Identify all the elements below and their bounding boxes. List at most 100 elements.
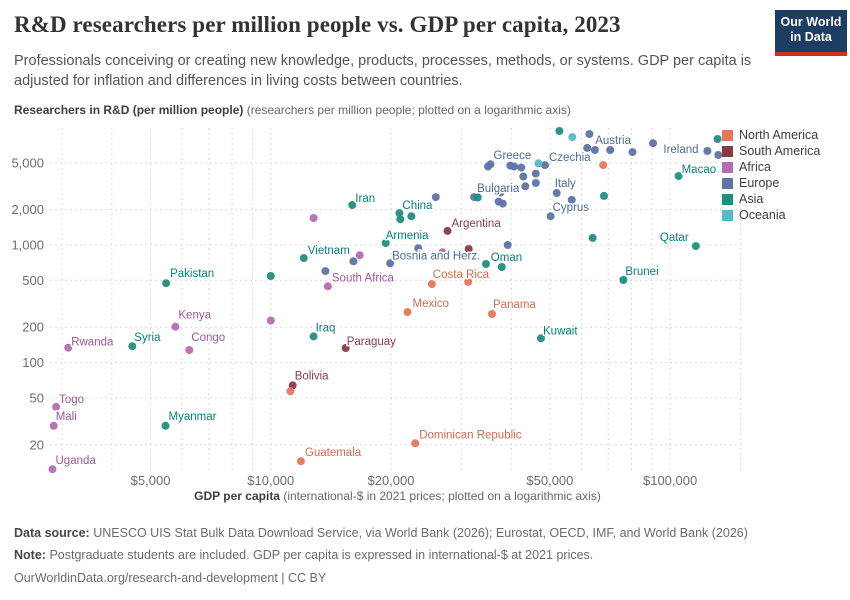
data-point-kuwait[interactable] (537, 334, 545, 343)
data-point[interactable] (414, 244, 423, 253)
data-point[interactable] (590, 146, 599, 154)
data-point[interactable] (496, 188, 505, 197)
data-point[interactable] (649, 139, 657, 148)
data-point-guatemala[interactable] (296, 457, 305, 466)
data-point-brunei[interactable] (619, 276, 628, 284)
y-tick-label: 100 (22, 355, 44, 370)
legend-item-north-america[interactable]: North America (722, 129, 820, 141)
data-point[interactable] (567, 195, 576, 204)
data-point-macao[interactable] (674, 172, 683, 180)
data-point-qatar[interactable] (691, 242, 700, 251)
data-point-costa-rica[interactable] (427, 280, 436, 289)
data-point[interactable] (438, 248, 447, 257)
data-point-togo[interactable] (52, 402, 61, 411)
data-point[interactable] (585, 130, 594, 138)
data-point-argentina[interactable] (443, 226, 452, 235)
y-axis-title-bold: Researchers in R&D (per million people) (14, 103, 244, 117)
country-label-italy: Italy (555, 178, 576, 190)
data-point-ireland[interactable] (703, 147, 712, 155)
data-point[interactable] (714, 151, 723, 159)
data-point[interactable] (600, 191, 608, 200)
data-point-iraq[interactable] (309, 332, 318, 341)
data-point-uganda[interactable] (48, 465, 57, 474)
data-point[interactable] (473, 193, 482, 202)
data-point[interactable] (599, 161, 608, 170)
data-point[interactable] (555, 127, 564, 135)
country-label-myanmar: Myanmar (169, 411, 217, 423)
data-point[interactable] (606, 146, 615, 154)
legend-item-south-america[interactable]: South America (722, 145, 820, 157)
data-point[interactable] (431, 193, 440, 202)
data-point[interactable] (503, 241, 512, 249)
country-label-south-africa: South Africa (332, 272, 395, 284)
data-point[interactable] (266, 272, 275, 280)
data-point-rwanda[interactable] (64, 343, 73, 352)
legend-label-oceania: Oceania (739, 208, 786, 222)
chart-footer: Data source: UNESCO UIS Stat Bulk Data D… (14, 524, 834, 591)
country-label-costa-rica: Costa Rica (433, 269, 490, 281)
data-point[interactable] (531, 169, 540, 178)
data-point-cyprus[interactable] (546, 212, 555, 221)
country-label-czechia: Czechia (549, 152, 591, 164)
data-point[interactable] (482, 260, 490, 268)
data-point-mali[interactable] (49, 421, 58, 430)
data-point[interactable] (266, 316, 275, 325)
data-point[interactable] (407, 212, 416, 221)
legend-item-europe[interactable]: Europe (722, 177, 820, 189)
owid-logo[interactable]: Our World in Data (775, 10, 847, 56)
owid-logo-line2: in Data (790, 30, 832, 44)
data-point[interactable] (309, 214, 318, 222)
data-point[interactable] (568, 133, 577, 142)
data-point-iran[interactable] (348, 201, 357, 209)
data-point[interactable] (464, 245, 473, 253)
data-point[interactable] (510, 162, 519, 171)
data-point[interactable] (534, 159, 543, 168)
data-point-mexico[interactable] (403, 308, 412, 317)
data-point-italy[interactable] (552, 189, 561, 197)
data-point-oman[interactable] (497, 263, 506, 271)
legend-item-oceania[interactable]: Oceania (722, 209, 820, 221)
data-point-czechia[interactable] (541, 161, 549, 170)
data-point-pakistan[interactable] (162, 279, 171, 288)
data-point-kenya[interactable] (171, 322, 180, 331)
data-point[interactable] (396, 215, 405, 224)
data-point-armenia[interactable] (381, 239, 390, 247)
data-point[interactable] (521, 182, 530, 191)
data-point[interactable] (517, 163, 526, 172)
data-point-dominican-republic[interactable] (411, 439, 420, 448)
data-point-paraguay[interactable] (341, 344, 350, 352)
legend-label-africa: Africa (739, 160, 771, 174)
data-point[interactable] (531, 179, 540, 187)
data-point[interactable] (519, 172, 528, 181)
y-axis-title: Researchers in R&D (per million people) … (14, 103, 571, 117)
data-point[interactable] (355, 251, 364, 260)
country-label-paraguay: Paraguay (347, 336, 396, 348)
data-point-syria[interactable] (128, 342, 137, 351)
country-label-pakistan: Pakistan (170, 268, 214, 280)
data-point[interactable] (349, 257, 358, 266)
country-label-armenia: Armenia (386, 230, 429, 242)
legend-item-asia[interactable]: Asia (722, 193, 820, 205)
data-point-bosnia-and-herz[interactable] (386, 259, 395, 268)
data-point[interactable] (464, 277, 473, 286)
data-point-congo[interactable] (185, 346, 194, 354)
footer-data-source-text: UNESCO UIS Stat Bulk Data Download Servi… (93, 526, 748, 540)
y-axis-title-rest: (researchers per million people; plotted… (243, 103, 571, 117)
data-point[interactable] (588, 233, 597, 242)
country-label-austria: Austria (595, 135, 631, 147)
data-point[interactable] (628, 148, 637, 157)
data-point-china[interactable] (395, 209, 404, 218)
data-point-myanmar[interactable] (161, 421, 170, 430)
data-point-panama[interactable] (488, 310, 496, 318)
data-point[interactable] (713, 135, 722, 143)
data-point[interactable] (484, 162, 492, 171)
legend-item-africa[interactable]: Africa (722, 161, 820, 173)
data-point-vietnam[interactable] (299, 254, 308, 263)
data-point-austria[interactable] (583, 143, 592, 152)
data-point[interactable] (498, 199, 507, 208)
data-point[interactable] (286, 387, 295, 396)
data-point-south-africa[interactable] (323, 282, 332, 291)
data-point[interactable] (321, 267, 330, 276)
